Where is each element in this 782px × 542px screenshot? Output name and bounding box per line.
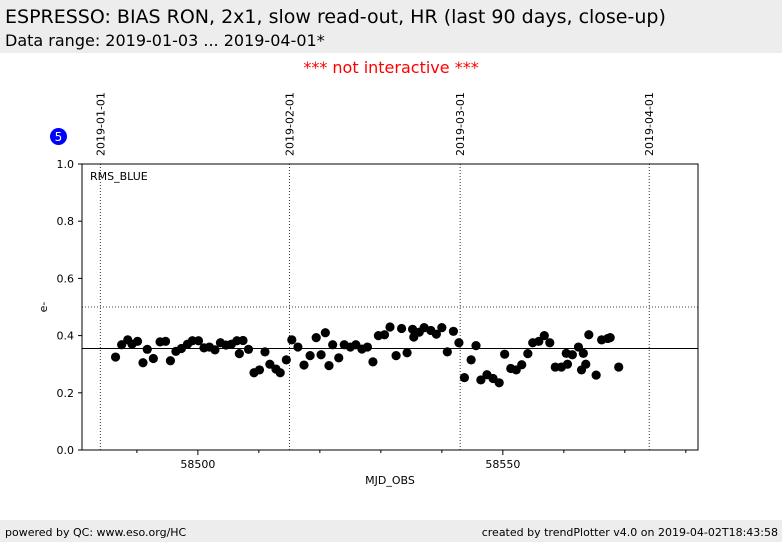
y-tick-label-0: 0.0 [57,444,75,457]
data-point-90 [584,330,594,340]
data-point-47 [362,342,373,352]
data-point-51 [385,322,395,332]
data-point-80 [545,338,555,348]
footer-created-by: created by trendPlotter v4.0 on 2019-04-… [481,526,778,539]
data-point-53 [396,323,407,334]
data-point-31 [275,368,285,378]
data-point-68 [476,375,486,385]
data-point-40 [324,361,334,371]
data-point-42 [334,353,344,363]
date-marker-label-3: 2019-04-01 [643,92,656,156]
not-interactive-notice: *** not interactive *** [303,58,479,77]
data-point-60 [431,329,441,339]
data-point-71 [494,378,504,388]
header: ESPRESSO: BIAS RON, 2x1, slow read-out, … [0,0,782,53]
date-marker-label-0: 2019-01-01 [94,92,107,156]
footer-powered-by: powered by QC: www.eso.org/HC [5,526,187,539]
x-axis-label: MJD_OBS [365,474,415,487]
data-range: Data range: 2019-01-03 ... 2019-04-01* [5,31,325,50]
data-point-9 [160,336,171,346]
data-point-34 [293,342,303,352]
data-point-23 [234,349,244,359]
date-marker-label-1: 2019-02-01 [283,92,296,156]
count-badge: 5 [50,128,67,145]
data-point-32 [281,355,291,365]
data-point-64 [454,338,464,348]
data-point-37 [311,333,321,343]
data-point-84 [562,359,573,369]
data-point-95 [614,362,624,372]
data-point-48 [368,357,378,367]
data-point-75 [517,360,527,370]
y-tick-label-5: 1.0 [57,158,75,171]
data-point-50 [379,330,390,340]
x-tick-label-0: 58500 [180,458,215,471]
y-tick-label-3: 0.6 [57,272,75,285]
y-tick-label-4: 0.8 [57,215,75,228]
plot-frame [81,163,699,451]
y-axis-label: e- [37,302,50,313]
data-point-28 [260,347,270,357]
data-point-54 [402,348,412,358]
data-point-89 [581,359,591,369]
page-title: ESPRESSO: BIAS RON, 2x1, slow read-out, … [5,6,666,28]
data-point-0 [110,352,121,362]
data-point-62 [442,347,452,357]
data-point-72 [500,349,510,359]
data-point-66 [466,355,476,365]
data-point-33 [287,335,297,345]
data-point-18 [210,345,220,355]
data-point-86 [573,342,584,352]
data-point-15 [193,336,204,346]
data-point-38 [316,350,326,360]
data-point-88 [578,348,588,358]
data-point-79 [539,331,549,341]
badge-circle [50,128,67,145]
footer: powered by QC: www.eso.org/HC created by… [0,520,782,542]
date-marker-label-2: 2019-03-01 [454,92,467,156]
data-point-78 [534,336,544,346]
y-tick-label-1: 0.2 [57,387,75,400]
data-point-94 [605,333,615,343]
x-tick-label-1: 58550 [485,458,520,471]
data-point-61 [437,322,447,333]
data-point-35 [299,360,309,370]
data-point-65 [459,373,470,383]
data-point-39 [320,328,330,338]
data-point-10 [165,356,176,366]
data-point-6 [142,344,152,354]
scatter-chart: 2019-01-01 2019-02-01 2019-03-01 2019-04-01… [37,92,699,487]
data-point-91 [591,370,601,380]
data-point-24 [238,335,248,346]
y-tick-label-2: 0.4 [57,330,75,343]
data-point-36 [305,351,315,361]
data-point-76 [523,349,533,359]
data-point-4 [132,336,143,346]
panel-label: RMS_BLUE [90,170,148,183]
data-point-52 [391,351,401,361]
data-point-27 [254,365,265,375]
data-point-5 [138,358,148,368]
data-point-63 [448,326,459,336]
data-point-25 [243,344,254,354]
data-point-67 [471,341,481,351]
data-point-85 [567,350,577,360]
data-point-7 [148,353,158,364]
data-point-41 [328,340,338,350]
badge-number: 5 [55,130,63,144]
